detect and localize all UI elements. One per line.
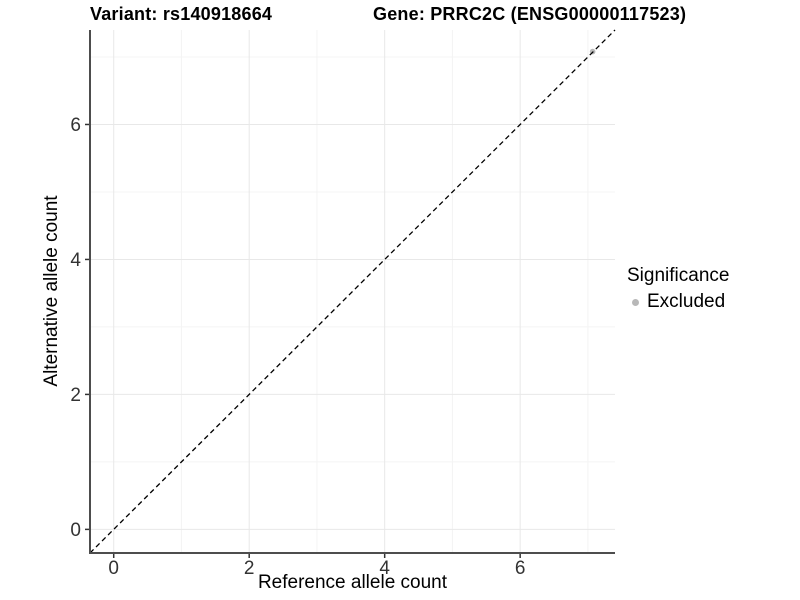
legend-title: Significance <box>627 265 730 286</box>
x-tick-label: 2 <box>244 558 255 579</box>
y-tick-label: 0 <box>70 520 81 541</box>
y-tick-label: 4 <box>70 250 81 271</box>
identity-line <box>89 29 616 554</box>
plot-title-variant: Variant: rs140918664 <box>90 4 273 24</box>
y-tick-label: 2 <box>70 385 81 406</box>
x-tick-label: 6 <box>515 558 526 579</box>
x-axis-title: Reference allele count <box>257 572 448 593</box>
y-tick-label: 6 <box>70 115 81 136</box>
legend-item-excluded: Excluded <box>627 291 729 313</box>
legend-item-label: Excluded <box>647 291 726 312</box>
x-tick-label: 4 <box>379 558 390 579</box>
x-tick-label: 0 <box>108 558 119 579</box>
plot-title-gene: Gene: PRRC2C (ENSG00000117523) <box>373 4 687 24</box>
legend: Significance Excluded <box>627 265 729 313</box>
legend-point-swatch-icon <box>632 298 639 306</box>
